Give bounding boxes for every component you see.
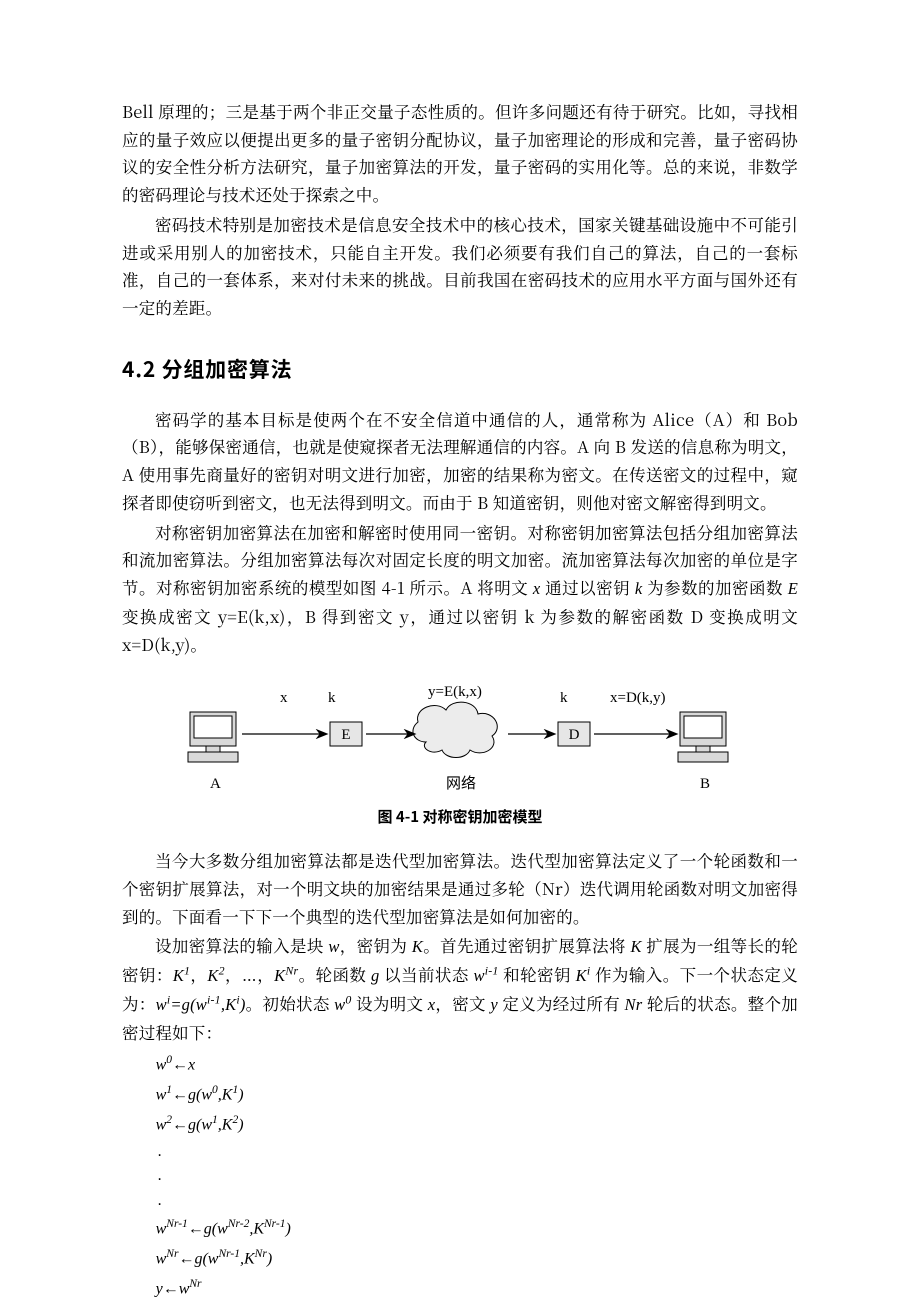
paragraph-5: 当今大多数分组加密算法都是迭代型加密算法。迭代型加密算法定义了一个轮函数和一个密…: [122, 847, 798, 930]
label-y: y=E(k,x): [428, 684, 482, 700]
proc-line-4: wNr-1←g(wNr-2,KNr-1): [156, 1214, 798, 1244]
process-block: w0←x w1←g(w0,K1) w2←g(w1,K2) . . . wNr-1…: [156, 1050, 798, 1303]
figure-4-1: E D x k y=E(k,x) k x=D(k,y) A 网络 B: [122, 672, 798, 802]
figure-caption: 图 4-1 对称密钥加密模型: [122, 806, 798, 827]
proc-dot-2: .: [156, 1164, 798, 1189]
label-k1: k: [328, 690, 336, 706]
paragraph-2: 密码技术特别是加密技术是信息安全技术中的核心技术，国家关键基础设施中不可能引进或…: [122, 211, 798, 322]
encrypt-label: E: [341, 727, 350, 743]
label-k2: k: [560, 690, 568, 706]
proc-line-6: y←wNr: [156, 1274, 798, 1303]
decrypt-label: D: [569, 727, 580, 743]
proc-dot-3: .: [156, 1189, 798, 1214]
paragraph-4: 对称密钥加密算法在加密和解密时使用同一密钥。对称密钥加密算法包括分组加密算法和流…: [122, 519, 798, 659]
label-xd: x=D(k,y): [610, 690, 666, 706]
proc-line-3: w2←g(w1,K2): [156, 1110, 798, 1140]
paragraph-1: Bell 原理的；三是基于两个非正交量子态性质的。但许多问题还有待于研究。比如，…: [122, 98, 798, 209]
proc-line-2: w1←g(w0,K1): [156, 1080, 798, 1110]
label-b: B: [700, 776, 710, 792]
label-x: x: [280, 690, 288, 706]
proc-dot-1: .: [156, 1140, 798, 1165]
proc-line-5: wNr←g(wNr-1,KNr): [156, 1244, 798, 1274]
paragraph-3: 密码学的基本目标是使两个在不安全信道中通信的人，通常称为 Alice（A）和 B…: [122, 406, 798, 517]
label-net: 网络: [446, 775, 476, 792]
paragraph-6: 设加密算法的输入是块 w，密钥为 K。首先通过密钥扩展算法将 K 扩展为一组等长…: [122, 932, 798, 1046]
label-a: A: [210, 776, 221, 792]
computer-b-icon: [678, 712, 728, 762]
proc-line-1: w0←x: [156, 1050, 798, 1080]
section-heading: 4.2 分组加密算法: [122, 354, 798, 384]
computer-a-icon: [188, 712, 238, 762]
network-cloud-icon: [413, 702, 497, 757]
